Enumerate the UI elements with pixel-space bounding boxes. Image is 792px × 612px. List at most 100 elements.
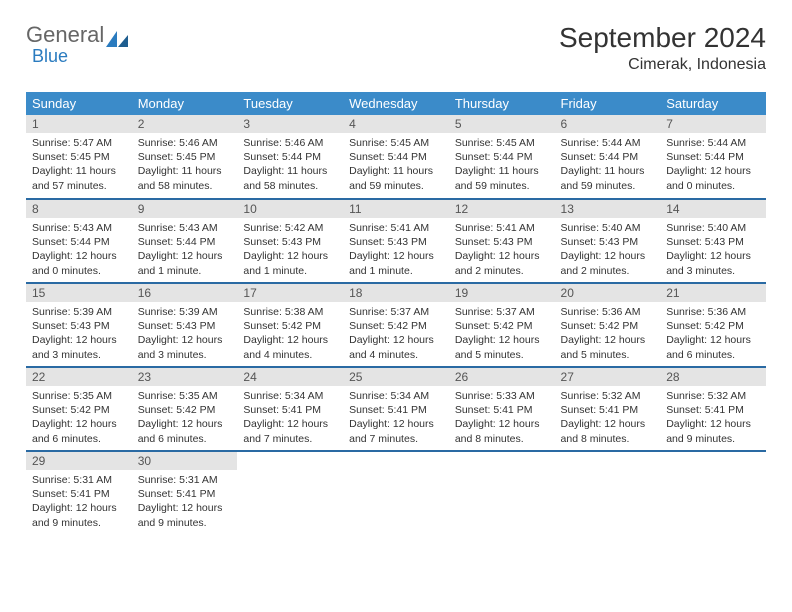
calendar-cell: 28Sunrise: 5:32 AMSunset: 5:41 PMDayligh… (660, 367, 766, 451)
day-details: Sunrise: 5:34 AMSunset: 5:41 PMDaylight:… (237, 386, 343, 449)
calendar-week-row: 15Sunrise: 5:39 AMSunset: 5:43 PMDayligh… (26, 283, 766, 367)
day-details: Sunrise: 5:39 AMSunset: 5:43 PMDaylight:… (26, 302, 132, 365)
day-number: 25 (343, 368, 449, 386)
calendar-cell (449, 451, 555, 535)
day-details: Sunrise: 5:32 AMSunset: 5:41 PMDaylight:… (660, 386, 766, 449)
day-number: 16 (132, 284, 238, 302)
calendar-cell: 9Sunrise: 5:43 AMSunset: 5:44 PMDaylight… (132, 199, 238, 283)
calendar-cell: 7Sunrise: 5:44 AMSunset: 5:44 PMDaylight… (660, 115, 766, 199)
day-number: 23 (132, 368, 238, 386)
weekday-header: Thursday (449, 92, 555, 115)
day-details: Sunrise: 5:40 AMSunset: 5:43 PMDaylight:… (555, 218, 661, 281)
calendar-cell: 20Sunrise: 5:36 AMSunset: 5:42 PMDayligh… (555, 283, 661, 367)
day-details: Sunrise: 5:35 AMSunset: 5:42 PMDaylight:… (26, 386, 132, 449)
calendar-week-row: 22Sunrise: 5:35 AMSunset: 5:42 PMDayligh… (26, 367, 766, 451)
weekday-header: Sunday (26, 92, 132, 115)
day-details: Sunrise: 5:35 AMSunset: 5:42 PMDaylight:… (132, 386, 238, 449)
day-details: Sunrise: 5:40 AMSunset: 5:43 PMDaylight:… (660, 218, 766, 281)
month-title: September 2024 (559, 22, 766, 54)
calendar-cell: 11Sunrise: 5:41 AMSunset: 5:43 PMDayligh… (343, 199, 449, 283)
calendar-cell: 27Sunrise: 5:32 AMSunset: 5:41 PMDayligh… (555, 367, 661, 451)
calendar-cell: 21Sunrise: 5:36 AMSunset: 5:42 PMDayligh… (660, 283, 766, 367)
day-number: 26 (449, 368, 555, 386)
logo-text-blue: Blue (32, 46, 68, 67)
weekday-header-row: Sunday Monday Tuesday Wednesday Thursday… (26, 92, 766, 115)
day-details: Sunrise: 5:37 AMSunset: 5:42 PMDaylight:… (449, 302, 555, 365)
day-number: 21 (660, 284, 766, 302)
day-details: Sunrise: 5:38 AMSunset: 5:42 PMDaylight:… (237, 302, 343, 365)
day-number: 11 (343, 200, 449, 218)
calendar-cell: 12Sunrise: 5:41 AMSunset: 5:43 PMDayligh… (449, 199, 555, 283)
header: General September 2024 Cimerak, Indonesi… (26, 22, 766, 74)
calendar-cell: 2Sunrise: 5:46 AMSunset: 5:45 PMDaylight… (132, 115, 238, 199)
day-details: Sunrise: 5:42 AMSunset: 5:43 PMDaylight:… (237, 218, 343, 281)
day-number: 14 (660, 200, 766, 218)
day-details: Sunrise: 5:31 AMSunset: 5:41 PMDaylight:… (26, 470, 132, 533)
day-number: 9 (132, 200, 238, 218)
calendar-cell: 5Sunrise: 5:45 AMSunset: 5:44 PMDaylight… (449, 115, 555, 199)
location: Cimerak, Indonesia (559, 56, 766, 74)
calendar-cell: 24Sunrise: 5:34 AMSunset: 5:41 PMDayligh… (237, 367, 343, 451)
day-number: 18 (343, 284, 449, 302)
calendar-cell (555, 451, 661, 535)
day-number: 15 (26, 284, 132, 302)
weekday-header: Monday (132, 92, 238, 115)
day-details: Sunrise: 5:36 AMSunset: 5:42 PMDaylight:… (660, 302, 766, 365)
day-number: 30 (132, 452, 238, 470)
calendar-week-row: 1Sunrise: 5:47 AMSunset: 5:45 PMDaylight… (26, 115, 766, 199)
calendar-table: Sunday Monday Tuesday Wednesday Thursday… (26, 92, 766, 535)
calendar-cell (343, 451, 449, 535)
day-number: 1 (26, 115, 132, 133)
day-details: Sunrise: 5:39 AMSunset: 5:43 PMDaylight:… (132, 302, 238, 365)
day-details: Sunrise: 5:45 AMSunset: 5:44 PMDaylight:… (449, 133, 555, 196)
day-details: Sunrise: 5:37 AMSunset: 5:42 PMDaylight:… (343, 302, 449, 365)
logo-sail-icon (106, 27, 128, 43)
calendar-cell: 18Sunrise: 5:37 AMSunset: 5:42 PMDayligh… (343, 283, 449, 367)
calendar-cell: 6Sunrise: 5:44 AMSunset: 5:44 PMDaylight… (555, 115, 661, 199)
day-number: 10 (237, 200, 343, 218)
logo-text-general: General (26, 22, 104, 48)
day-number: 2 (132, 115, 238, 133)
calendar-cell: 3Sunrise: 5:46 AMSunset: 5:44 PMDaylight… (237, 115, 343, 199)
calendar-cell: 30Sunrise: 5:31 AMSunset: 5:41 PMDayligh… (132, 451, 238, 535)
weekday-header: Wednesday (343, 92, 449, 115)
calendar-cell: 25Sunrise: 5:34 AMSunset: 5:41 PMDayligh… (343, 367, 449, 451)
day-number: 27 (555, 368, 661, 386)
day-details: Sunrise: 5:34 AMSunset: 5:41 PMDaylight:… (343, 386, 449, 449)
calendar-cell: 19Sunrise: 5:37 AMSunset: 5:42 PMDayligh… (449, 283, 555, 367)
day-number: 12 (449, 200, 555, 218)
day-details: Sunrise: 5:41 AMSunset: 5:43 PMDaylight:… (449, 218, 555, 281)
day-number: 17 (237, 284, 343, 302)
weekday-header: Tuesday (237, 92, 343, 115)
calendar-cell (237, 451, 343, 535)
calendar-cell: 29Sunrise: 5:31 AMSunset: 5:41 PMDayligh… (26, 451, 132, 535)
day-number: 7 (660, 115, 766, 133)
calendar-cell: 22Sunrise: 5:35 AMSunset: 5:42 PMDayligh… (26, 367, 132, 451)
calendar-cell: 10Sunrise: 5:42 AMSunset: 5:43 PMDayligh… (237, 199, 343, 283)
day-number: 24 (237, 368, 343, 386)
day-details: Sunrise: 5:45 AMSunset: 5:44 PMDaylight:… (343, 133, 449, 196)
day-details: Sunrise: 5:43 AMSunset: 5:44 PMDaylight:… (26, 218, 132, 281)
calendar-cell: 17Sunrise: 5:38 AMSunset: 5:42 PMDayligh… (237, 283, 343, 367)
day-details: Sunrise: 5:47 AMSunset: 5:45 PMDaylight:… (26, 133, 132, 196)
day-number: 4 (343, 115, 449, 133)
day-number: 19 (449, 284, 555, 302)
calendar-week-row: 29Sunrise: 5:31 AMSunset: 5:41 PMDayligh… (26, 451, 766, 535)
day-details: Sunrise: 5:46 AMSunset: 5:44 PMDaylight:… (237, 133, 343, 196)
day-details: Sunrise: 5:44 AMSunset: 5:44 PMDaylight:… (660, 133, 766, 196)
day-details: Sunrise: 5:33 AMSunset: 5:41 PMDaylight:… (449, 386, 555, 449)
title-block: September 2024 Cimerak, Indonesia (559, 22, 766, 74)
day-number: 5 (449, 115, 555, 133)
calendar-cell: 14Sunrise: 5:40 AMSunset: 5:43 PMDayligh… (660, 199, 766, 283)
logo: General (26, 22, 129, 48)
weekday-header: Friday (555, 92, 661, 115)
weekday-header: Saturday (660, 92, 766, 115)
calendar-cell: 16Sunrise: 5:39 AMSunset: 5:43 PMDayligh… (132, 283, 238, 367)
day-number: 3 (237, 115, 343, 133)
day-number: 6 (555, 115, 661, 133)
day-number: 8 (26, 200, 132, 218)
day-number: 20 (555, 284, 661, 302)
calendar-cell (660, 451, 766, 535)
day-details: Sunrise: 5:44 AMSunset: 5:44 PMDaylight:… (555, 133, 661, 196)
calendar-cell: 8Sunrise: 5:43 AMSunset: 5:44 PMDaylight… (26, 199, 132, 283)
